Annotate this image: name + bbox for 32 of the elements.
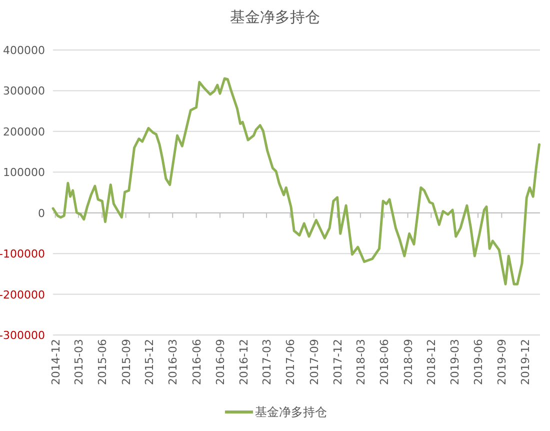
x-tick-label: 2019-03 (448, 339, 462, 385)
x-tick-label: 2019-09 (496, 339, 509, 385)
x-tick-label: 2018-12 (425, 339, 438, 385)
x-tick-label: 2019-06 (472, 339, 485, 385)
x-tick-label: 2015-09 (120, 339, 133, 385)
y-tick-label: -300000 (0, 329, 45, 342)
x-tick-label: 2016-12 (237, 339, 250, 385)
x-tick-label: 2015-03 (72, 339, 86, 385)
x-tick-label: 2018-09 (402, 339, 415, 385)
y-tick-label: -200000 (0, 288, 45, 302)
y-tick-label: 400000 (3, 44, 45, 57)
y-tick-label: 0 (38, 206, 45, 220)
x-tick-label: 2016-03 (166, 339, 180, 385)
x-tick-label: 2017-06 (284, 339, 298, 385)
x-tick-label: 2017-12 (331, 339, 344, 385)
chart-title: 基金净多持仓 (230, 8, 320, 26)
legend-label: 基金净多持仓 (255, 405, 327, 419)
x-tick-label: 2015-12 (143, 339, 156, 385)
x-tick-label: 2018-03 (354, 339, 368, 385)
x-tick-label: 2017-09 (308, 339, 321, 385)
x-tick-label: 2016-06 (190, 339, 204, 385)
x-tick-label: 2014-12 (49, 339, 62, 385)
x-tick-label: 2017-03 (260, 339, 274, 385)
y-tick-label: -100000 (0, 248, 45, 261)
y-tick-label: 100000 (3, 166, 45, 180)
x-tick-label: 2016-09 (214, 339, 227, 385)
x-tick-label: 2018-06 (378, 339, 392, 385)
line-series (52, 77, 540, 286)
y-tick-label: 300000 (3, 84, 45, 98)
x-tick-label: 2019-12 (519, 339, 532, 385)
y-tick-label: 200000 (3, 125, 45, 138)
x-tick-label: 2015-06 (96, 339, 110, 385)
